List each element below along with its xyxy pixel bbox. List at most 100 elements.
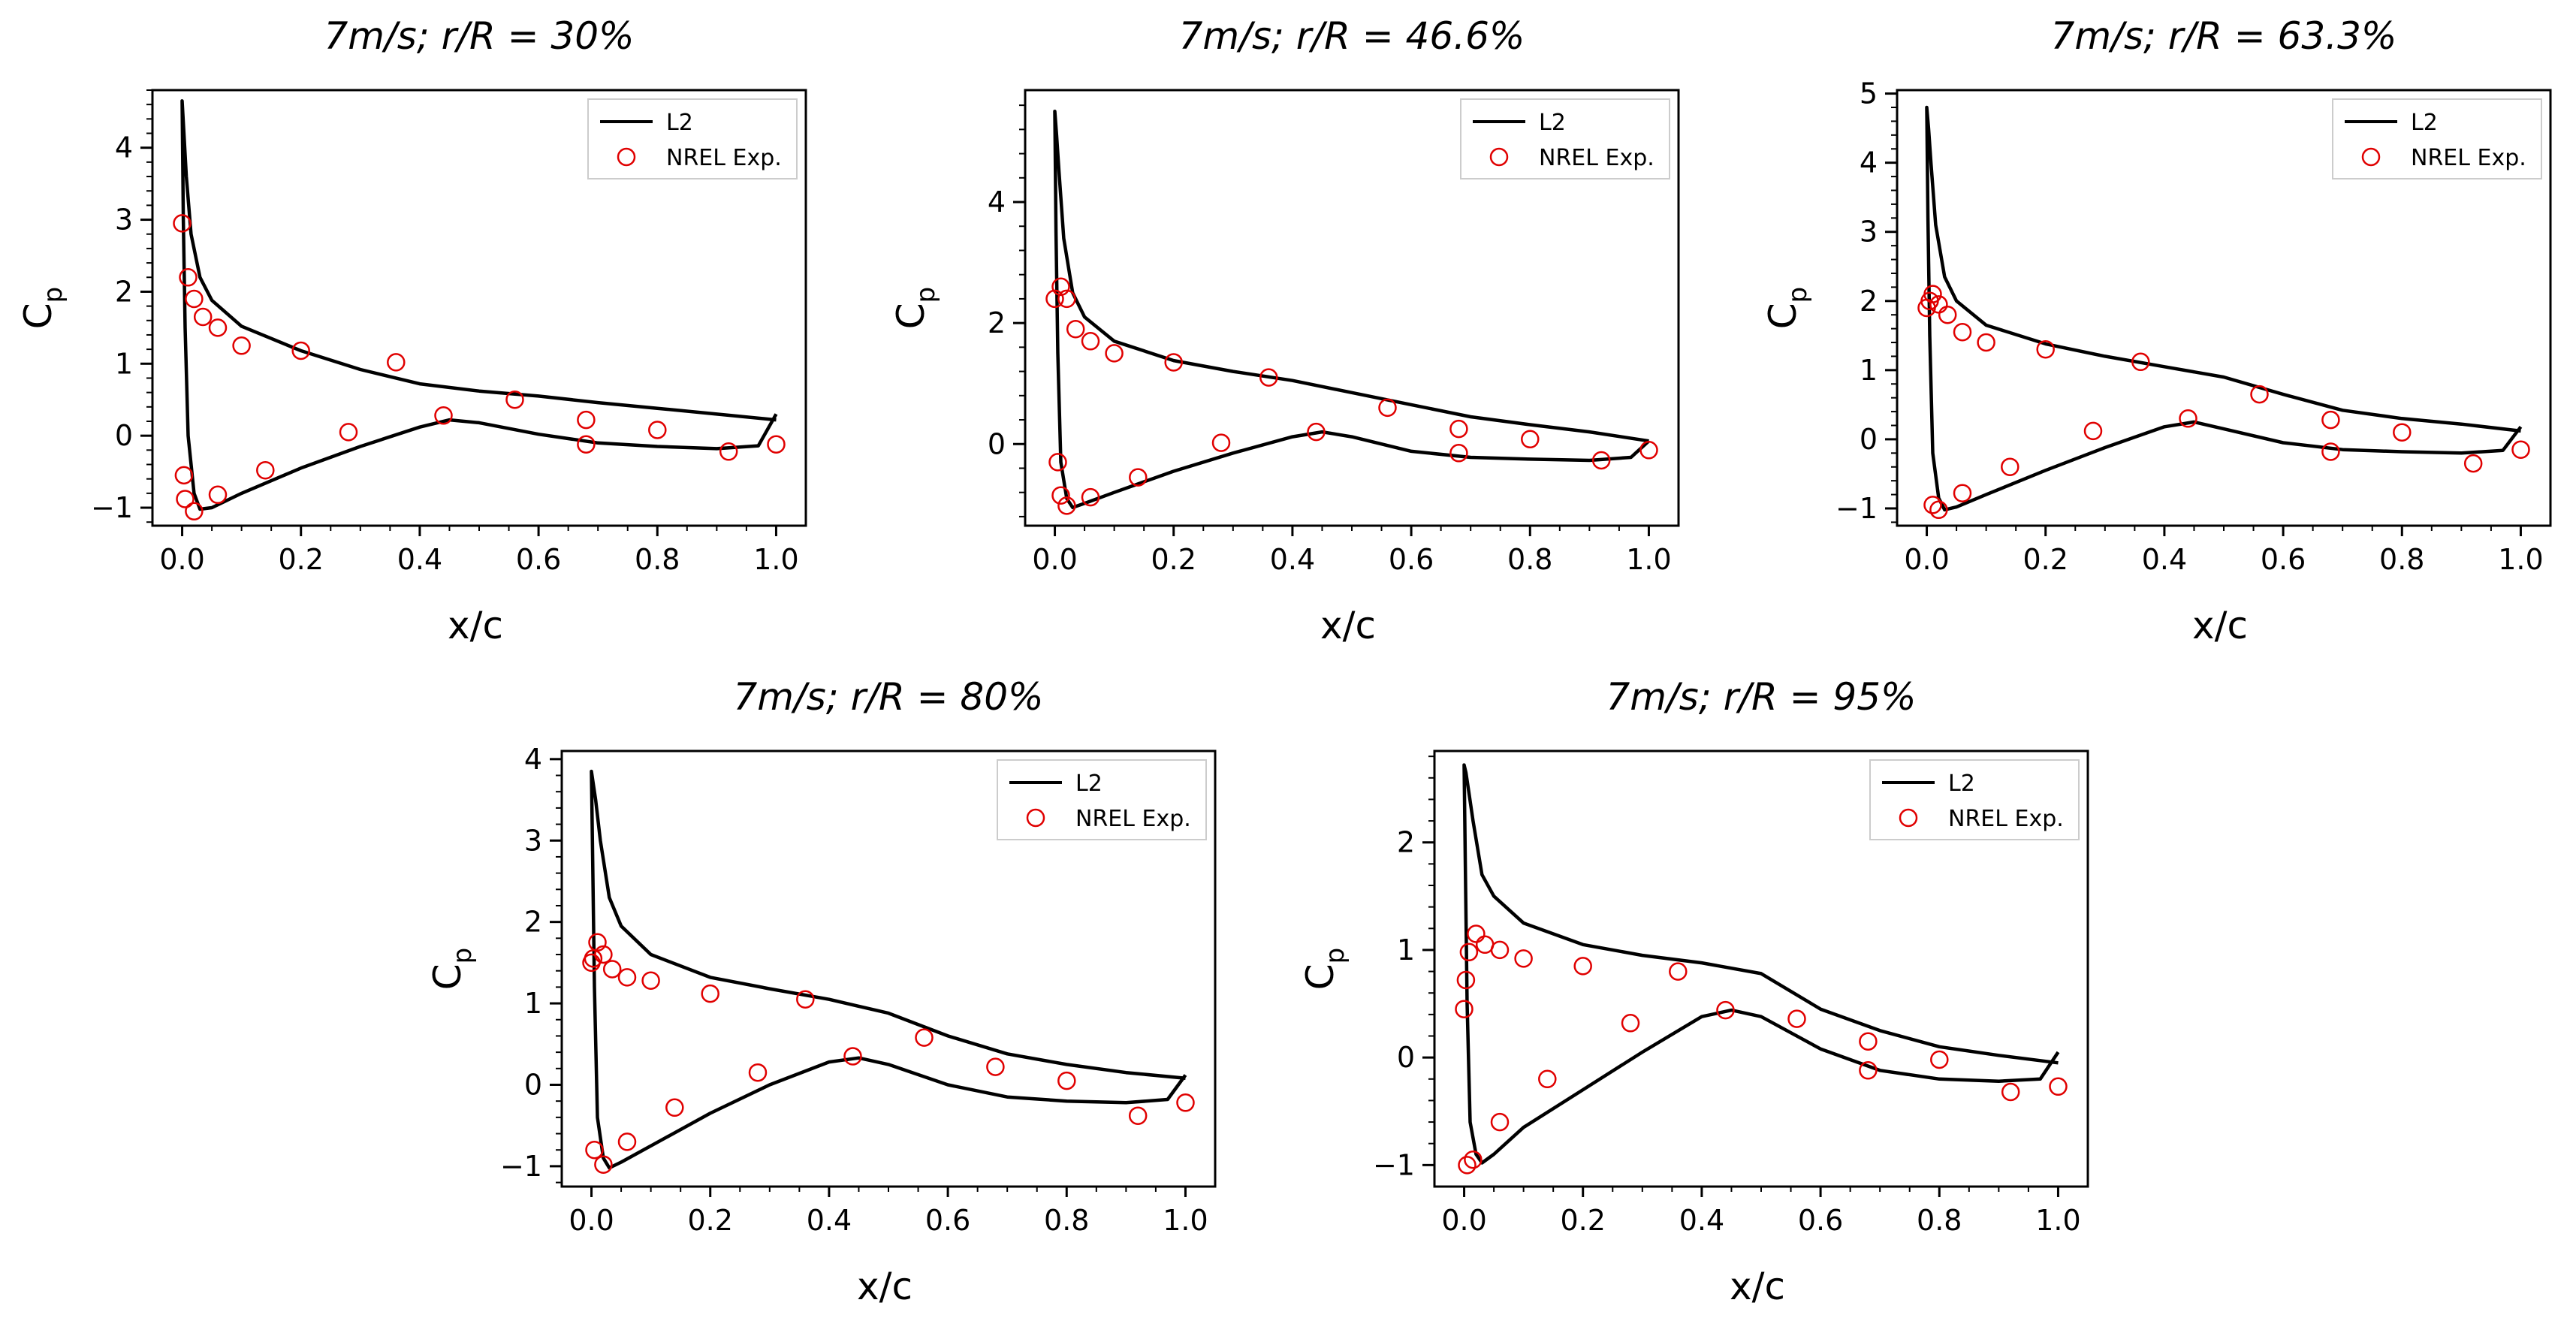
nrel-exp-point [1787, 1009, 1806, 1028]
x-tick-label: 1.0 [1163, 1204, 1208, 1237]
nrel-exp-point [796, 990, 815, 1009]
x-tick-label: 0.2 [279, 543, 324, 576]
series-line-l2 [1053, 109, 1651, 510]
y-axis-label: Cp [17, 287, 68, 330]
subplot-r-80: 7m/s; r/R = 80% 0.0 0.2 0.4 0.6 0.8 1.0 −1 0 1 2 3 4… [426, 675, 1217, 1308]
y-tick-label: 1 [1860, 354, 1878, 387]
nrel-exp-point [505, 390, 524, 409]
nrel-exp-point [2131, 352, 2150, 372]
nrel-exp-point [1164, 353, 1183, 372]
subplot-r-30: 7m/s; r/R = 30% 0.0 0.2 0.4 0.6 0.8 1.0 −1 0 1 2 3 4… [17, 14, 807, 647]
nrel-exp-point [1923, 496, 1942, 514]
nrel-exp-point [193, 307, 213, 327]
nrel-exp-point [1669, 962, 1688, 981]
x-tick-label: 0.4 [1679, 1204, 1724, 1237]
nrel-exp-point [584, 949, 603, 968]
nrel-exp-point [1128, 1106, 1148, 1125]
legend-label-l2: L2 [1075, 771, 1102, 797]
nrel-exp-point [2049, 1077, 2068, 1096]
x-tick-label: 0.8 [635, 543, 680, 576]
nrel-exp-point [767, 435, 786, 454]
nrel-exp-point [173, 214, 192, 233]
nrel-exp-point [1176, 1093, 1195, 1112]
y-tick-label: −1 [500, 1150, 542, 1183]
chart-title: 7m/s; r/R = 80% [733, 675, 1043, 719]
x-axis-label: x/c [857, 1265, 912, 1308]
y-axis-label: Cp [1299, 948, 1350, 991]
legend-label-l2: L2 [1539, 110, 1566, 136]
y-tick-label: 2 [1397, 826, 1415, 859]
y-axis-label: Cp [426, 948, 478, 991]
nrel-exp-point [2001, 1082, 2020, 1102]
x-tick-label: 0.2 [1151, 543, 1196, 576]
nrel-exp-point [1953, 322, 1972, 342]
nrel-exp-point [208, 485, 228, 505]
legend-label-nrel: NREL Exp. [1948, 806, 2064, 832]
x-tick-label: 0.6 [516, 543, 561, 576]
y-axis-label-subscript: p [1320, 948, 1350, 964]
legend-label-nrel: NREL Exp. [1539, 145, 1654, 171]
nrel-exp-point [665, 1098, 684, 1117]
y-tick-label: 1 [1397, 933, 1415, 967]
y-tick-label: 4 [988, 185, 1006, 219]
nrel-exp-point [1514, 949, 1533, 968]
nrel-exp-point [585, 1140, 604, 1160]
nrel-exp-point [617, 1133, 637, 1151]
nrel-exp-point [1938, 305, 1957, 324]
y-tick-label: 2 [524, 906, 542, 939]
series-line-l2 [180, 99, 778, 511]
x-tick-label: 0.6 [2261, 543, 2306, 576]
y-tick-label: 2 [115, 275, 133, 308]
legend-label-nrel: NREL Exp. [666, 145, 782, 171]
nrel-exp-point [1066, 319, 1085, 339]
x-tick-label: 1.0 [2035, 1204, 2080, 1237]
x-tick-label: 0.0 [1032, 543, 1077, 576]
series-line-l2 [1462, 763, 2060, 1165]
nrel-exp-point [1929, 500, 1948, 520]
x-tick-label: 0.6 [1798, 1204, 1843, 1237]
x-tick-label: 1.0 [753, 543, 798, 576]
nrel-exp-point [1977, 333, 1995, 352]
y-tick-label: 4 [1860, 146, 1878, 179]
legend-marker-swatch [1489, 147, 1509, 167]
legend-label-l2: L2 [2411, 110, 2438, 136]
y-tick-label: 1 [524, 987, 542, 1020]
nrel-exp-point [174, 466, 194, 485]
nrel-exp-point [208, 318, 228, 337]
y-tick-label: 0 [1860, 423, 1878, 456]
x-axis-label: x/c [1730, 1265, 1785, 1308]
nrel-exp-point [1920, 291, 1939, 311]
legend-label-l2: L2 [666, 110, 693, 136]
nrel-exp-point [1458, 1156, 1477, 1175]
x-tick-label: 0.0 [1441, 1204, 1486, 1237]
y-tick-label: 0 [524, 1068, 542, 1101]
x-tick-label: 0.8 [2379, 543, 2424, 576]
nrel-exp-point [339, 423, 358, 442]
legend-label-l2: L2 [1948, 771, 1975, 797]
nrel-exp-point [1307, 422, 1326, 442]
nrel-exp-point [1456, 970, 1476, 990]
legend-box [2332, 98, 2542, 179]
nrel-exp-point [1051, 486, 1070, 505]
chart-title: 7m/s; r/R = 46.6% [1179, 14, 1525, 58]
legend-marker-swatch [1026, 808, 1045, 828]
nrel-exp-point [1105, 344, 1124, 363]
nrel-exp-point [1859, 1061, 1878, 1080]
y-tick-label: 4 [524, 743, 542, 776]
nrel-exp-point [594, 945, 613, 964]
nrel-exp-point [291, 341, 310, 360]
y-axis-label-subscript: p [38, 287, 68, 303]
nrel-exp-point [1259, 368, 1278, 387]
y-tick-label: −1 [1835, 492, 1878, 525]
chart-title: 7m/s; r/R = 63.3% [2051, 14, 2397, 58]
nrel-exp-point [176, 490, 195, 508]
nrel-exp-point [1467, 924, 1486, 943]
nrel-exp-point [1048, 453, 1067, 472]
chart-title: 7m/s; r/R = 30% [324, 14, 634, 58]
nrel-exp-point [2250, 385, 2269, 404]
nrel-exp-point [641, 971, 660, 990]
nrel-exp-point [701, 984, 719, 1003]
series-line-l2 [590, 769, 1187, 1170]
legend-label-nrel: NREL Exp. [2411, 145, 2526, 171]
y-tick-label: 3 [115, 204, 133, 237]
